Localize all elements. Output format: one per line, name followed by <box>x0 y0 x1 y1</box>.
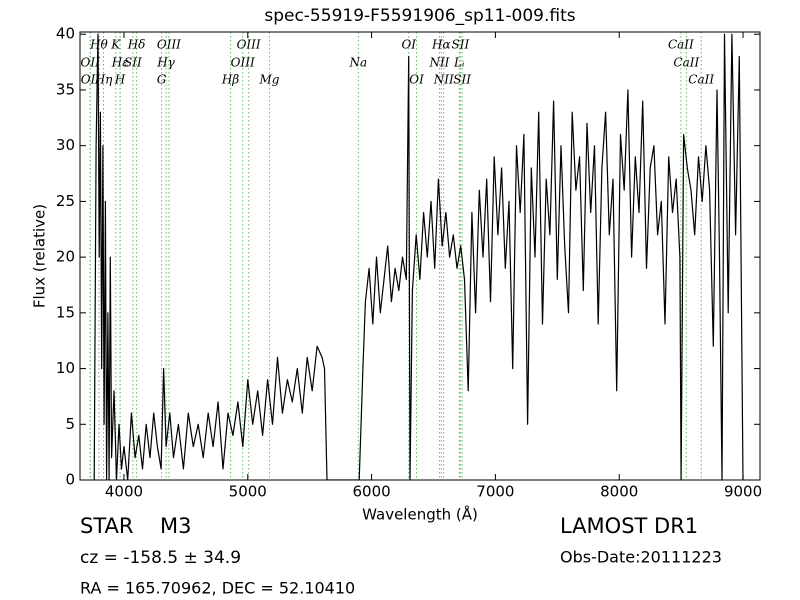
spectral-line-label: OII <box>81 73 101 87</box>
y-tick-label: 25 <box>56 192 75 210</box>
x-axis-label: Wavelength (Å) <box>362 505 478 524</box>
spectral-line-label: Hθ <box>89 38 108 52</box>
spectral-line-label: H <box>114 73 126 87</box>
spectral-line-label: OI <box>401 38 416 52</box>
y-tick-label: 30 <box>56 136 75 154</box>
object-class: STAR <box>80 514 133 538</box>
spectrum-line <box>93 33 744 480</box>
spectral-line-label: CaII <box>673 56 699 70</box>
spectral-line-label: K <box>110 38 121 52</box>
y-tick-label: 10 <box>56 359 75 377</box>
chart-title: spec-55919-F5591906_sp11-009.fits <box>264 6 575 26</box>
x-tick-label: 4000 <box>105 483 143 501</box>
spectral-line-label: Mg <box>258 73 279 87</box>
x-tick-label: 5000 <box>229 483 267 501</box>
spectral-line-label: OIII <box>237 38 261 52</box>
plot-frame <box>79 31 761 481</box>
plot-area <box>89 32 744 480</box>
x-tick-label: 6000 <box>352 483 390 501</box>
spectral-line-label: NII <box>433 73 454 87</box>
spectral-line-label: NII <box>428 56 449 70</box>
spectral-line-label: Lᵢ <box>453 56 465 70</box>
y-tick-label: 5 <box>65 415 75 433</box>
coordinates: RA = 165.70962, DEC = 52.10410 <box>80 579 355 598</box>
obs-date: Obs-Date:20111223 <box>560 548 722 567</box>
spectral-line-label: OIII <box>231 56 255 70</box>
x-tick-label: 8000 <box>600 483 638 501</box>
y-tick-label: 20 <box>56 248 75 266</box>
spectral-line-label: Hε <box>111 56 129 70</box>
spectral-line-label: OII <box>80 56 100 70</box>
spectral-line-label: Hα <box>431 38 451 52</box>
spectral-line-label: CaII <box>688 73 714 87</box>
spectral-line-label: OIII <box>157 38 181 52</box>
y-axis-label: Flux (relative) <box>31 204 49 308</box>
spectral-line-label: Hγ <box>156 56 175 70</box>
spectral-line-label: Na <box>349 56 368 70</box>
x-tick-label: 9000 <box>724 483 762 501</box>
spectral-line-label: G <box>157 73 167 87</box>
y-tick-label: 15 <box>56 303 75 321</box>
spectral-line-label: Hδ <box>127 38 146 52</box>
x-tick-label: 7000 <box>476 483 514 501</box>
spectral-line-label: OI <box>409 73 424 87</box>
survey: LAMOST DR1 <box>560 514 698 538</box>
spectral-line-label: SII <box>452 38 470 52</box>
spectral-line-label: SII <box>453 73 471 87</box>
y-tick-label: 40 <box>56 25 75 43</box>
spectral-line-label: Hη <box>94 73 113 87</box>
spectral-line-label: Hβ <box>221 73 239 87</box>
y-tick-label: 35 <box>56 80 75 98</box>
subclass: M3 <box>160 514 191 538</box>
redshift: cz = -158.5 ± 34.9 <box>80 548 241 568</box>
spectral-line-label: SII <box>124 56 142 70</box>
y-tick-label: 0 <box>65 471 75 489</box>
spectral-line-label: CaII <box>668 38 694 52</box>
